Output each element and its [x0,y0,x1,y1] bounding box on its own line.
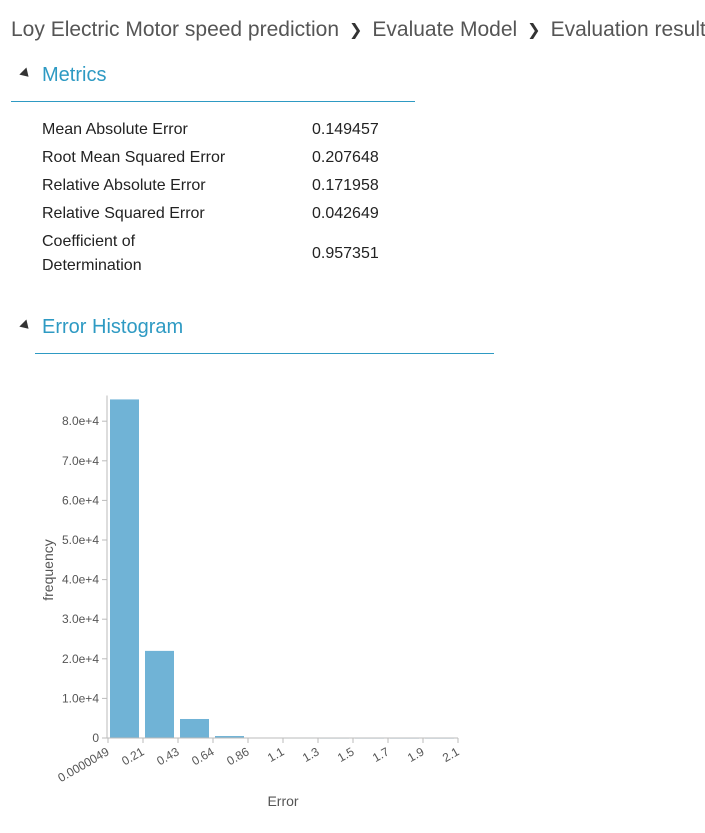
metric-value: 0.042649 [312,205,379,222]
metric-value: 0.149457 [312,121,379,138]
metric-row: Mean Absolute Error 0.149457 [42,116,402,144]
x-tick-label: 0.21 [119,744,147,768]
breadcrumb-item-experiment[interactable]: Loy Electric Motor speed prediction [11,18,339,41]
metric-value: 0.957351 [312,245,379,262]
histogram-bar [215,736,244,738]
collapse-triangle-icon[interactable] [19,319,33,332]
x-tick-label: 0.86 [224,744,252,768]
histogram-bar [145,650,174,738]
x-tick-label: 1.9 [405,744,427,765]
metric-value: 0.171958 [312,177,379,194]
x-tick-label: 0.0000049 [55,744,111,785]
breadcrumb-item-module[interactable]: Evaluate Model [372,18,518,41]
histogram-bar [110,399,139,738]
x-tick-label: 1.5 [335,744,357,765]
breadcrumb: Loy Electric Motor speed prediction ❯ Ev… [11,16,705,44]
x-tick-label: 0.64 [189,744,217,768]
metrics-section-title: Metrics [42,64,107,86]
metric-label: Coefficient of Determination [42,233,142,274]
metric-row: Coefficient of Determination 0.957351 [42,228,402,280]
y-tick-label: 8.0e+4 [62,414,99,428]
chevron-right-icon: ❯ [349,22,363,39]
metric-label: Relative Squared Error [42,205,205,222]
y-tick-label: 4.0e+4 [62,573,99,587]
y-tick-label: 3.0e+4 [62,612,99,626]
y-axis-title: frequency [40,539,56,600]
chevron-right-icon: ❯ [527,22,541,39]
histogram-section-toggle[interactable]: Error Histogram [19,316,184,339]
histogram-section-divider [35,353,494,354]
metrics-section-toggle[interactable]: Metrics [19,64,107,87]
x-tick-label: 0.43 [154,744,182,768]
y-tick-label: 1.0e+4 [62,691,99,705]
x-tick-label: 1.7 [370,744,392,765]
metrics-section-divider [11,101,415,102]
histogram-bar [180,718,209,738]
y-tick-label: 7.0e+4 [62,454,99,468]
x-tick-label: 1.1 [265,744,287,765]
metric-label: Mean Absolute Error [42,121,188,138]
error-histogram-chart: 0 1.0e+4 2.0e+4 3.0e+4 4.0e+4 5.0e+4 6.0e+4 7.0… [40,395,462,809]
y-tick-label: 2.0e+4 [62,652,99,666]
metric-row: Relative Squared Error 0.042649 [42,200,402,228]
metric-row: Relative Absolute Error 0.171958 [42,172,402,200]
x-tick-label: 1.3 [300,744,322,765]
y-tick-label: 6.0e+4 [62,493,99,507]
metrics-table: Mean Absolute Error 0.149457 Root Mean S… [42,116,402,280]
x-tick-label: 2.1 [440,744,462,765]
y-tick-label: 5.0e+4 [62,533,99,547]
histogram-section-title: Error Histogram [42,316,184,338]
metric-value: 0.207648 [312,149,379,166]
metric-row: Root Mean Squared Error 0.207648 [42,144,402,172]
collapse-triangle-icon[interactable] [19,67,33,80]
breadcrumb-item-current: Evaluation results [550,18,705,41]
y-tick-label: 0 [92,731,99,745]
metric-label: Root Mean Squared Error [42,149,226,166]
x-axis-title: Error [267,793,298,809]
metric-label: Relative Absolute Error [42,177,206,194]
